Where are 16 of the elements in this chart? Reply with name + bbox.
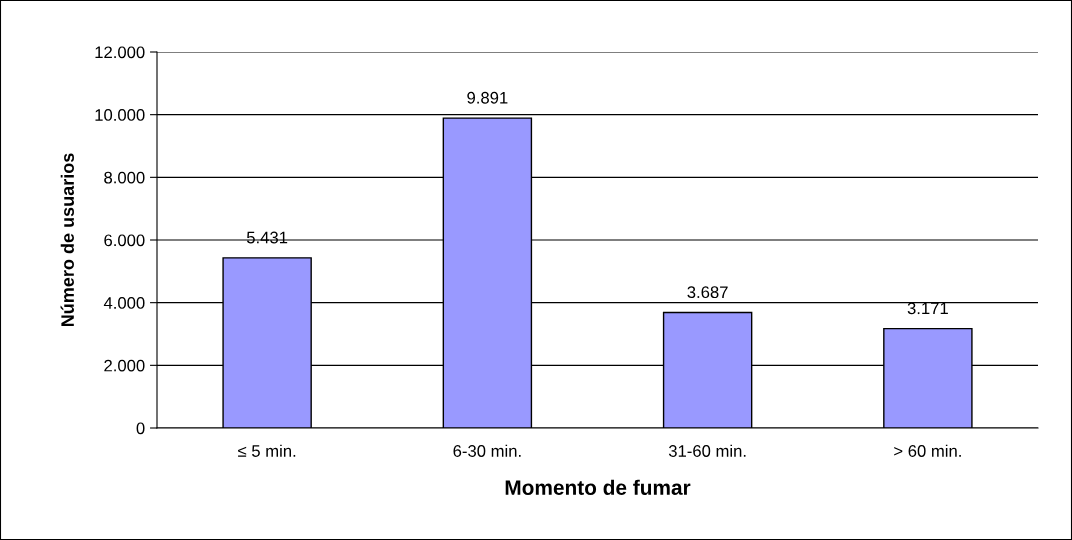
x-tick-label: 6-30 min. bbox=[453, 444, 521, 457]
y-tick-label: 4.000 bbox=[103, 297, 145, 309]
x-tick-label: ≤ 5 min. bbox=[238, 444, 296, 457]
y-axis-title: Número de usuarios bbox=[60, 153, 74, 327]
x-tick-label: 31-60 min. bbox=[668, 444, 746, 457]
y-tick-label: 12.000 bbox=[95, 46, 145, 59]
x-tick-label: > 60 min. bbox=[894, 444, 961, 457]
y-tick-label: 10.000 bbox=[95, 109, 145, 121]
x-axis-title: Momento de fumar bbox=[505, 479, 691, 495]
data-label: 9.891 bbox=[467, 91, 508, 104]
y-tick-label: 6.000 bbox=[104, 234, 145, 247]
y-tick-label: 0 bbox=[136, 422, 145, 435]
y-tick-label: 2.000 bbox=[104, 359, 145, 372]
data-label: 3.687 bbox=[687, 286, 728, 299]
data-label: 5.431 bbox=[246, 231, 288, 244]
y-tick-label: 8.000 bbox=[104, 171, 145, 184]
